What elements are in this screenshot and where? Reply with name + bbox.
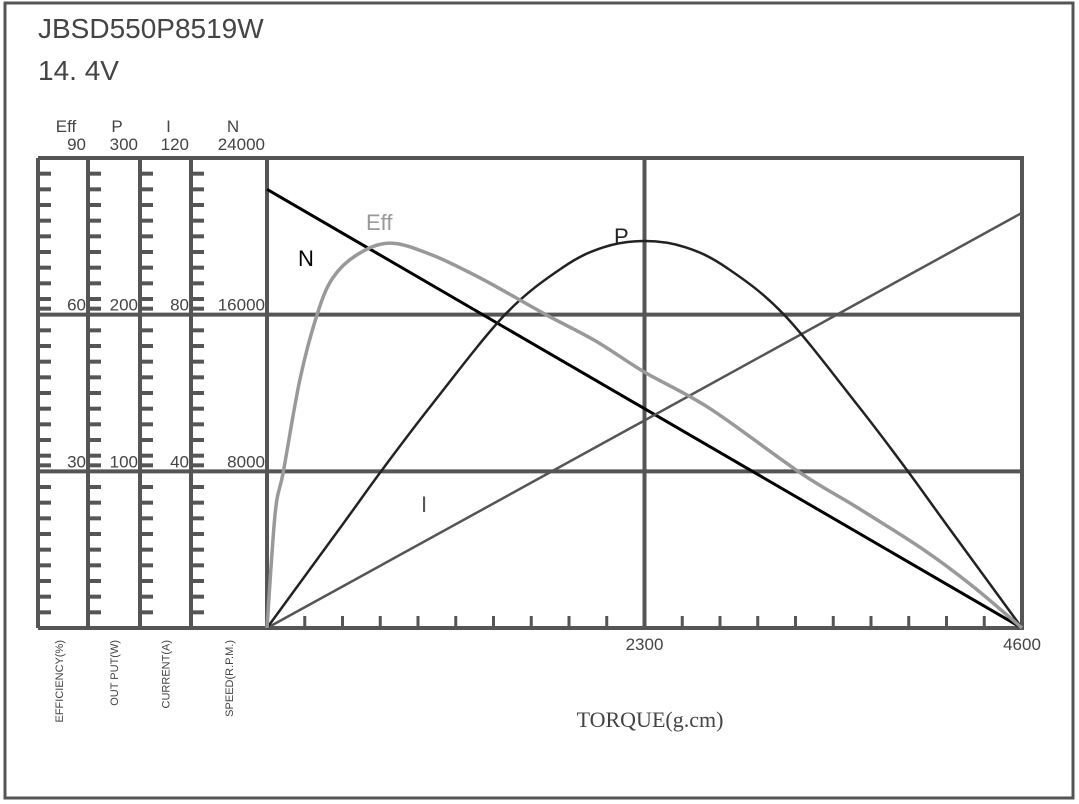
- series-label-n: N: [298, 246, 314, 271]
- y-tick-label-p: 300: [110, 135, 138, 154]
- y-axis-label-eff: EFFICIENCY(%): [54, 640, 66, 723]
- x-tick-label: 2300: [626, 635, 664, 654]
- y-tick-label-n: 8000: [227, 452, 265, 471]
- y-tick-label-eff: 90: [67, 135, 86, 154]
- y-axis-name-eff: Eff: [56, 117, 77, 136]
- y-axis-name-p: P: [111, 117, 122, 136]
- x-axis-title: TORQUE(g.cm): [577, 707, 724, 732]
- model-title: JBSD550P8519W: [38, 13, 264, 44]
- x-tick-label: 4600: [1003, 635, 1041, 654]
- chart-frame: [3, 1, 1075, 800]
- y-axis-name-i: I: [166, 117, 171, 136]
- y-tick-label-i: 120: [161, 135, 189, 154]
- y-tick-label-i: 40: [170, 452, 189, 471]
- series-line-p: [265, 239, 1024, 629]
- y-axis-label-n: SPEED(R.P.M.): [224, 640, 236, 717]
- y-tick-label-eff: 30: [67, 452, 86, 471]
- y-tick-label-n: 24000: [218, 135, 265, 154]
- series-label-i: I: [421, 492, 427, 517]
- y-axis-label-p: OUT PUT(W): [109, 640, 121, 706]
- y-tick-label-n: 16000: [218, 296, 265, 315]
- series-line-eff: [265, 241, 1024, 630]
- series-label-p: P: [614, 224, 629, 249]
- series-label-eff: Eff: [366, 210, 393, 235]
- y-tick-label-p: 100: [110, 452, 138, 471]
- y-axis-label-i: CURRENT(A): [161, 640, 173, 708]
- series-line-i: [266, 211, 1023, 630]
- series-line-n: [266, 188, 1023, 630]
- y-tick-label-eff: 60: [67, 296, 86, 315]
- y-axis-name-n: N: [227, 117, 239, 136]
- y-tick-label-i: 80: [170, 296, 189, 315]
- voltage-label: 14. 4V: [38, 55, 119, 86]
- y-tick-label-p: 200: [110, 296, 138, 315]
